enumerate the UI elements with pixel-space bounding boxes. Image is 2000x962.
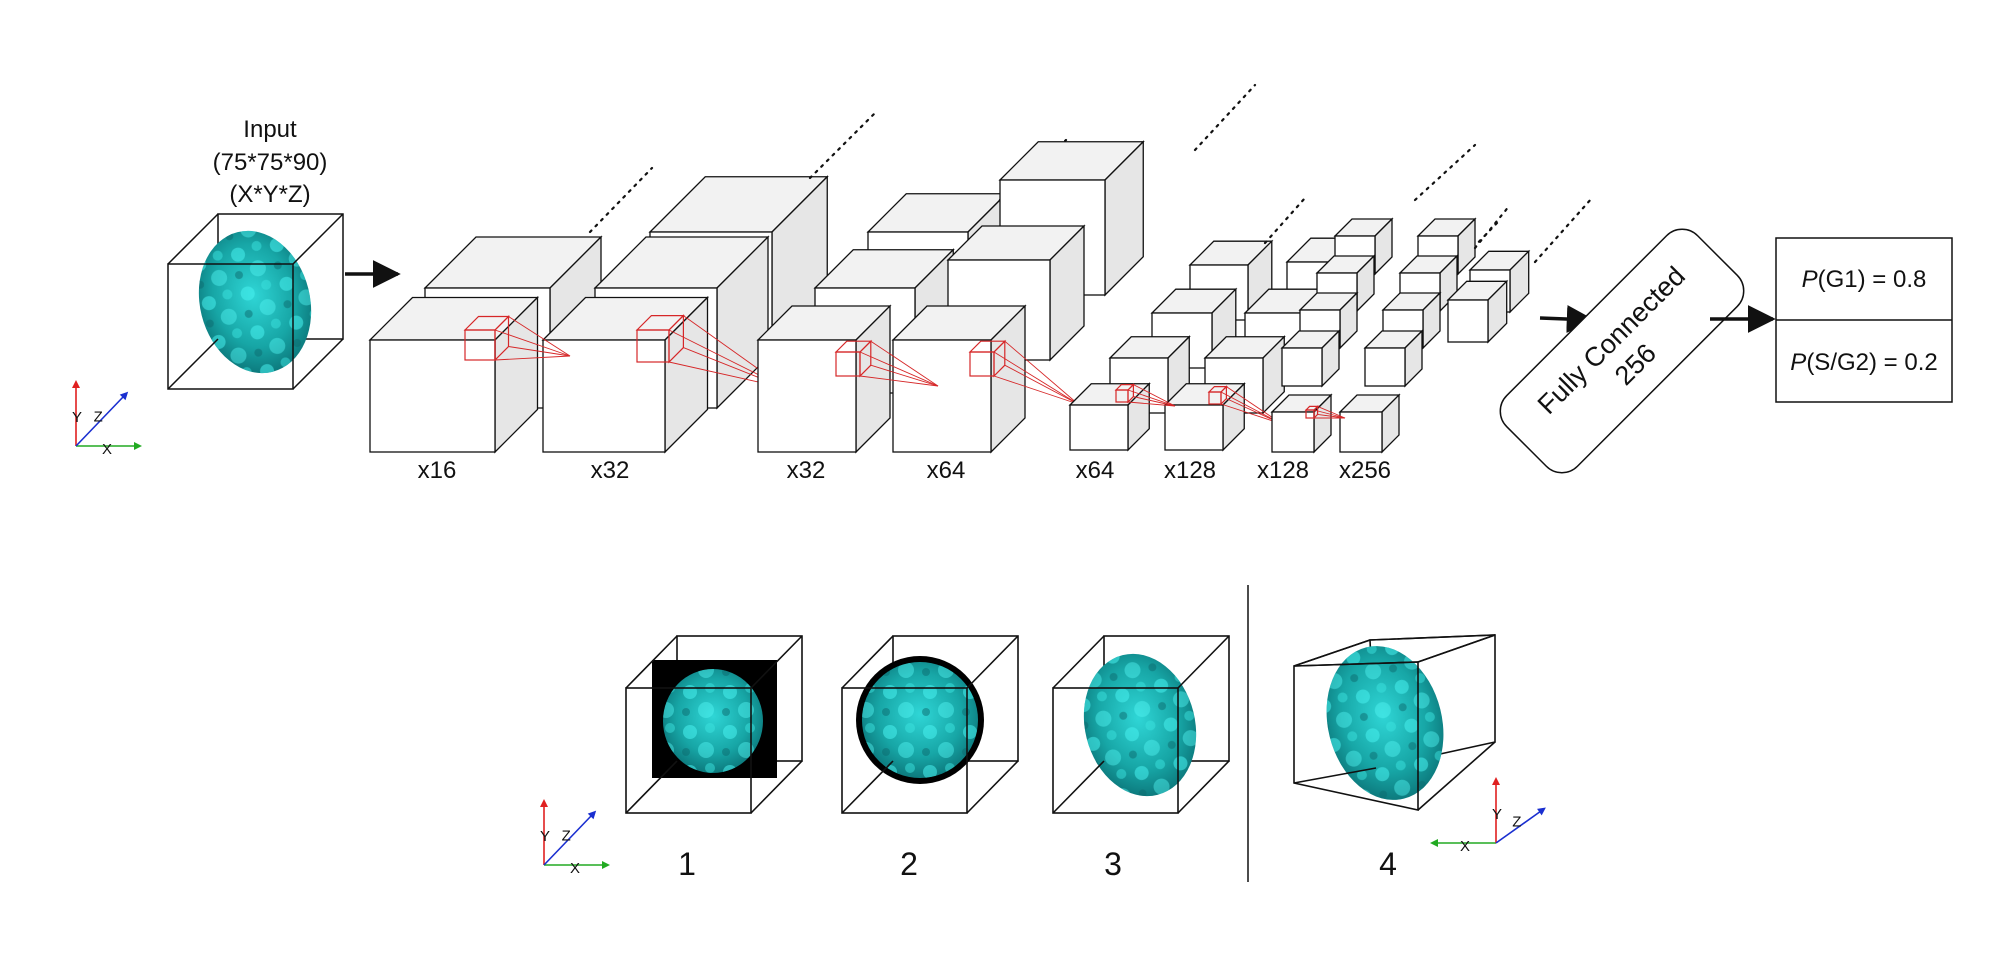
conv-block-7-e xyxy=(1270,393,1333,454)
layer-label-4: x64 xyxy=(927,457,966,484)
x-axis-label: X xyxy=(1460,838,1470,855)
axis-triad-input: X Y Z xyxy=(72,380,142,458)
output-table: P(G1) = 0.8 P(S/G2) = 0.2 xyxy=(1775,237,1953,403)
input-title: Input xyxy=(243,116,297,143)
layer-label-7: x128 xyxy=(1257,457,1309,484)
x-axis-label: X xyxy=(102,441,112,458)
conv-block-4-front xyxy=(891,304,1027,454)
input-dims: (75*75*90) xyxy=(213,149,328,176)
z-axis-label: Z xyxy=(562,828,571,845)
conv-block-8-d xyxy=(1363,329,1424,388)
conv-block-8-e xyxy=(1338,393,1401,454)
kernel-4 xyxy=(968,339,1079,405)
layer-label-1: x16 xyxy=(418,457,457,484)
z-axis-label: Z xyxy=(94,409,103,426)
conv-block-6-base xyxy=(1163,382,1246,452)
aug-label-4: 4 xyxy=(1379,846,1397,882)
conv-block-1-front xyxy=(368,295,540,454)
layer-label-8: x256 xyxy=(1339,457,1391,484)
y-axis-label: Y xyxy=(1492,806,1502,823)
kernel-5 xyxy=(1114,383,1176,407)
aug-panel-1 xyxy=(625,635,803,814)
layer-labels: x16 x32 x32 x64 x64 x128 x128 x256 xyxy=(418,457,1391,484)
conv-layers xyxy=(368,83,1594,454)
depth-dots-6 xyxy=(1413,143,1477,202)
conv-block-5-base xyxy=(1068,382,1151,452)
input-nucleus-cube xyxy=(167,213,344,390)
axis-triad-bottom-left: X Y Z xyxy=(540,799,610,877)
x-axis-label: X xyxy=(570,860,580,877)
aug-panel-4 xyxy=(1293,634,1496,811)
layer-label-6: x128 xyxy=(1164,457,1216,484)
fully-connected-block: Fully Connected 256 xyxy=(1499,228,1776,474)
kernel-3 xyxy=(834,339,939,387)
depth-dots-8 xyxy=(1473,203,1512,250)
output-g1: P(G1) = 0.8 xyxy=(1802,266,1927,293)
aug-label-3: 3 xyxy=(1104,846,1122,882)
layer-label-5: x64 xyxy=(1076,457,1115,484)
layer-label-3: x32 xyxy=(787,457,826,484)
depth-dots-1 xyxy=(588,166,654,234)
input-block: Input (75*75*90) (X*Y*Z) xyxy=(167,116,401,390)
axis-triad-bottom-right: X Y Z xyxy=(1430,777,1546,855)
layer-label-2: x32 xyxy=(591,457,630,484)
aug-panel-3 xyxy=(1052,635,1230,814)
z-axis-arrow xyxy=(543,814,593,866)
depth-dots-9 xyxy=(1533,196,1594,264)
output-sg2: P(S/G2) = 0.2 xyxy=(1790,349,1937,376)
kernel-7 xyxy=(1304,404,1346,420)
depth-dots-4 xyxy=(1193,83,1257,152)
augmentation-panels xyxy=(625,634,1496,814)
conv-block-3-front xyxy=(756,304,892,454)
z-axis-arrow xyxy=(75,395,125,447)
conv-block-2-front xyxy=(541,295,710,454)
y-axis-label: Y xyxy=(540,828,550,845)
aug-label-2: 2 xyxy=(900,846,918,882)
y-axis-label: Y xyxy=(72,409,82,426)
aug-label-1: 1 xyxy=(678,846,696,882)
depth-dots-2 xyxy=(808,110,878,180)
z-axis-arrow xyxy=(1495,810,1542,844)
conv-block-7-d xyxy=(1280,329,1341,388)
depth-dots-5 xyxy=(1263,196,1307,245)
augmentation-labels: 1 2 3 4 xyxy=(678,846,1397,882)
input-axes-order: (X*Y*Z) xyxy=(229,181,310,208)
aug-panel-2 xyxy=(841,635,1019,814)
z-axis-label: Z xyxy=(1512,814,1521,831)
conv-block-9-b xyxy=(1446,279,1509,344)
kernel-1 xyxy=(463,315,571,362)
